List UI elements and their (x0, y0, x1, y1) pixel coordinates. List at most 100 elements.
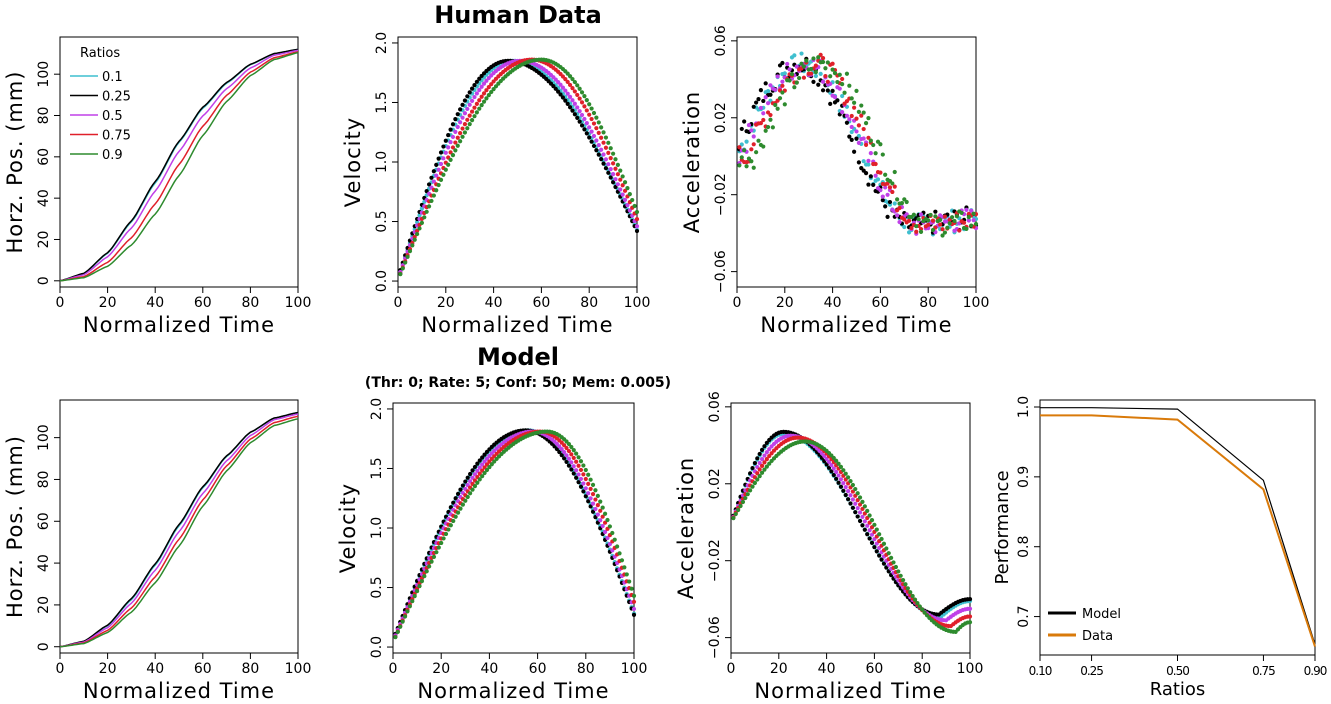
point-0.9 (431, 554, 437, 559)
x-tick-label: 60 (194, 295, 212, 311)
point-0.9 (952, 218, 957, 224)
point-0.25 (429, 175, 434, 180)
point-0.75 (757, 467, 762, 472)
point-0.25 (866, 182, 871, 187)
point-0.5 (566, 456, 572, 461)
point-0.25 (881, 561, 887, 566)
point-0.1 (739, 142, 744, 147)
point-0.9 (842, 90, 847, 95)
point-0.9 (940, 233, 945, 238)
point-0.9 (591, 110, 597, 116)
point-0.75 (863, 142, 869, 147)
point-0.9 (620, 174, 625, 179)
point-0.9 (482, 470, 487, 476)
point-0.5 (436, 167, 441, 172)
point-0.75 (758, 121, 764, 126)
y-axis-label: Performance (992, 470, 1013, 584)
point-0.75 (458, 131, 463, 136)
point-0.25 (468, 471, 473, 477)
point-0.75 (755, 471, 760, 476)
point-0.25 (559, 453, 564, 458)
point-0.9 (407, 604, 412, 609)
point-0.25 (469, 86, 475, 91)
point-0.25 (850, 505, 855, 510)
point-0.25 (872, 545, 877, 550)
point-0.25 (562, 456, 567, 461)
point-0.1 (892, 201, 897, 206)
point-0.5 (967, 606, 973, 611)
point-0.75 (780, 83, 785, 88)
point-0.5 (575, 105, 580, 110)
point-0.25 (583, 494, 588, 499)
point-0.9 (453, 148, 458, 153)
point-0.9 (869, 518, 875, 523)
point-0.9 (582, 94, 587, 99)
y-tick-label: 100 (36, 61, 52, 88)
point-0.75 (587, 112, 592, 117)
panel-human-position: 0 20 40 60 80 100 0 20 40 60 80 100 Normalized Time H… (3, 36, 311, 337)
point-0.25 (426, 182, 432, 187)
point-0.25 (828, 101, 833, 106)
point-0.25 (634, 228, 640, 234)
point-0.25 (579, 123, 585, 128)
point-0.25 (884, 565, 889, 570)
point-0.25 (611, 180, 616, 185)
x-tick-label: 20 (432, 661, 450, 677)
legend-label-0.5: 0.5 (102, 109, 123, 124)
point-0.25 (576, 480, 581, 485)
point-0.5 (431, 179, 436, 184)
point-0.25 (855, 514, 860, 519)
point-0.25 (443, 138, 448, 143)
point-0.9 (782, 102, 787, 107)
series-line-data (1040, 414, 1316, 647)
point-0.25 (470, 468, 475, 473)
point-0.75 (569, 452, 574, 457)
point-0.9 (895, 197, 900, 202)
point-0.9 (465, 126, 470, 131)
x-tick-label: 20 (99, 295, 117, 311)
point-0.75 (902, 217, 907, 222)
point-0.25 (474, 79, 479, 84)
point-0.9 (954, 214, 959, 219)
point-0.9 (578, 459, 584, 464)
point-0.25 (453, 117, 458, 122)
point-0.9 (484, 467, 490, 473)
point-0.75 (878, 170, 883, 175)
point-0.5 (964, 207, 969, 212)
point-0.9 (617, 551, 622, 556)
point-0.9 (419, 220, 424, 225)
point-0.9 (764, 464, 769, 469)
point-0.9 (756, 138, 761, 143)
point-0.9 (886, 551, 891, 556)
point-0.25 (933, 209, 938, 214)
point-0.75 (589, 116, 594, 122)
point-0.5 (441, 156, 446, 161)
point-0.9 (593, 488, 598, 493)
point-0.75 (825, 79, 830, 84)
point-0.5 (572, 101, 577, 106)
point-0.75 (596, 130, 601, 135)
x-tick-label: 80 (580, 295, 598, 311)
point-0.5 (588, 496, 593, 501)
point-0.5 (594, 138, 599, 143)
point-0.9 (419, 579, 425, 584)
point-0.25 (613, 184, 618, 190)
point-0.9 (813, 70, 818, 75)
point-0.9 (945, 225, 950, 230)
point-0.75 (467, 113, 472, 118)
y-tick-label: 0 (36, 642, 52, 651)
point-0.5 (469, 98, 475, 103)
point-0.9 (900, 577, 906, 583)
point-0.5 (785, 61, 790, 67)
point-0.9 (902, 197, 907, 202)
point-0.25 (825, 88, 830, 93)
point-0.9 (964, 226, 969, 232)
point-0.75 (455, 135, 460, 140)
point-0.5 (841, 481, 846, 486)
point-0.9 (576, 455, 581, 460)
point-0.9 (480, 474, 485, 479)
point-0.25 (560, 95, 566, 100)
point-0.5 (885, 192, 890, 197)
point-0.9 (481, 99, 487, 104)
point-0.25 (863, 171, 869, 176)
